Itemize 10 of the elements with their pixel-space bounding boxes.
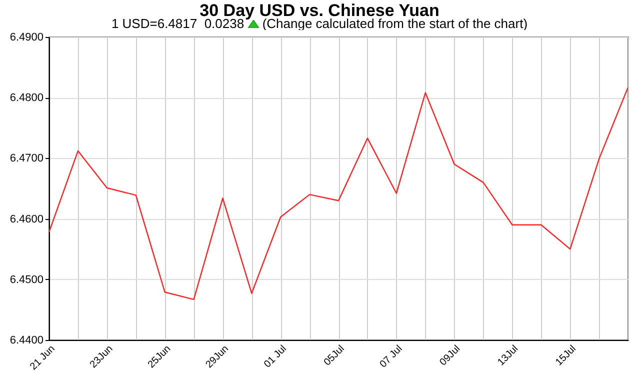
y-tick-label: 6.4400	[10, 334, 44, 346]
y-tick-label: 6.4800	[10, 92, 44, 104]
y-tick-label: 6.4900	[10, 32, 44, 44]
y-tick-label: 6.4500	[10, 274, 44, 286]
line-series	[49, 86, 628, 300]
x-tick-label: 07 Jul	[378, 344, 405, 370]
x-tick-label: 01 Jul	[262, 344, 289, 370]
y-tick-label: 6.4700	[10, 152, 44, 165]
y-tick-label: 6.4600	[10, 213, 44, 226]
x-tick-label: 21 Jun	[28, 344, 58, 372]
